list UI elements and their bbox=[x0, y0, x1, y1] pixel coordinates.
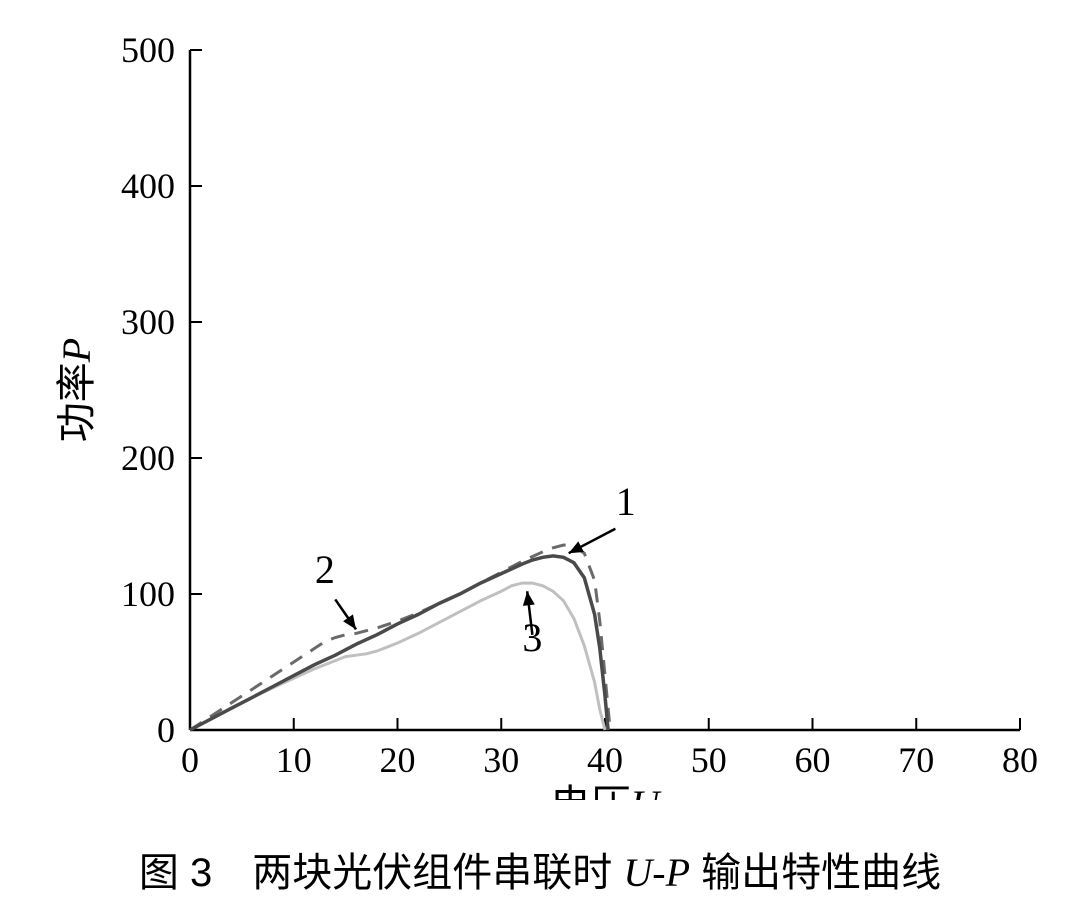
svg-text:60: 60 bbox=[795, 740, 831, 780]
chart-svg: 0 10 20 30 40 50 60 70 80 0 100 200 300 400 500 1 2 3 功… bbox=[40, 20, 1040, 800]
svg-text:40: 40 bbox=[587, 740, 623, 780]
svg-text:0: 0 bbox=[181, 740, 199, 780]
curve-2 bbox=[190, 545, 610, 730]
axes bbox=[190, 50, 1020, 730]
svg-text:200: 200 bbox=[121, 438, 175, 478]
svg-text:500: 500 bbox=[121, 30, 175, 70]
svg-text:2: 2 bbox=[315, 547, 335, 592]
svg-text:70: 70 bbox=[898, 740, 934, 780]
svg-text:0: 0 bbox=[157, 710, 175, 750]
x-axis-label: 电压U bbox=[551, 782, 663, 800]
svg-text:400: 400 bbox=[121, 166, 175, 206]
svg-text:50: 50 bbox=[691, 740, 727, 780]
figure-caption: 图 3 两块光伏组件串联时 U-P 输出特性曲线 bbox=[0, 840, 1080, 898]
curve-3 bbox=[190, 583, 605, 730]
svg-text:80: 80 bbox=[1002, 740, 1038, 780]
svg-text:1: 1 bbox=[616, 479, 636, 524]
svg-text:100: 100 bbox=[121, 574, 175, 614]
y-axis-label: 功率P bbox=[54, 338, 99, 442]
svg-text:20: 20 bbox=[380, 740, 416, 780]
svg-text:10: 10 bbox=[276, 740, 312, 780]
svg-text:300: 300 bbox=[121, 302, 175, 342]
svg-text:3: 3 bbox=[522, 615, 542, 660]
chart-container: 0 10 20 30 40 50 60 70 80 0 100 200 300 400 500 1 2 3 功… bbox=[40, 20, 1040, 800]
caption-prefix: 图 3 两块光伏组件串联时 bbox=[139, 851, 623, 895]
svg-text:30: 30 bbox=[483, 740, 519, 780]
caption-suffix: 输出特性曲线 bbox=[690, 851, 941, 895]
caption-var: U-P bbox=[623, 850, 690, 895]
